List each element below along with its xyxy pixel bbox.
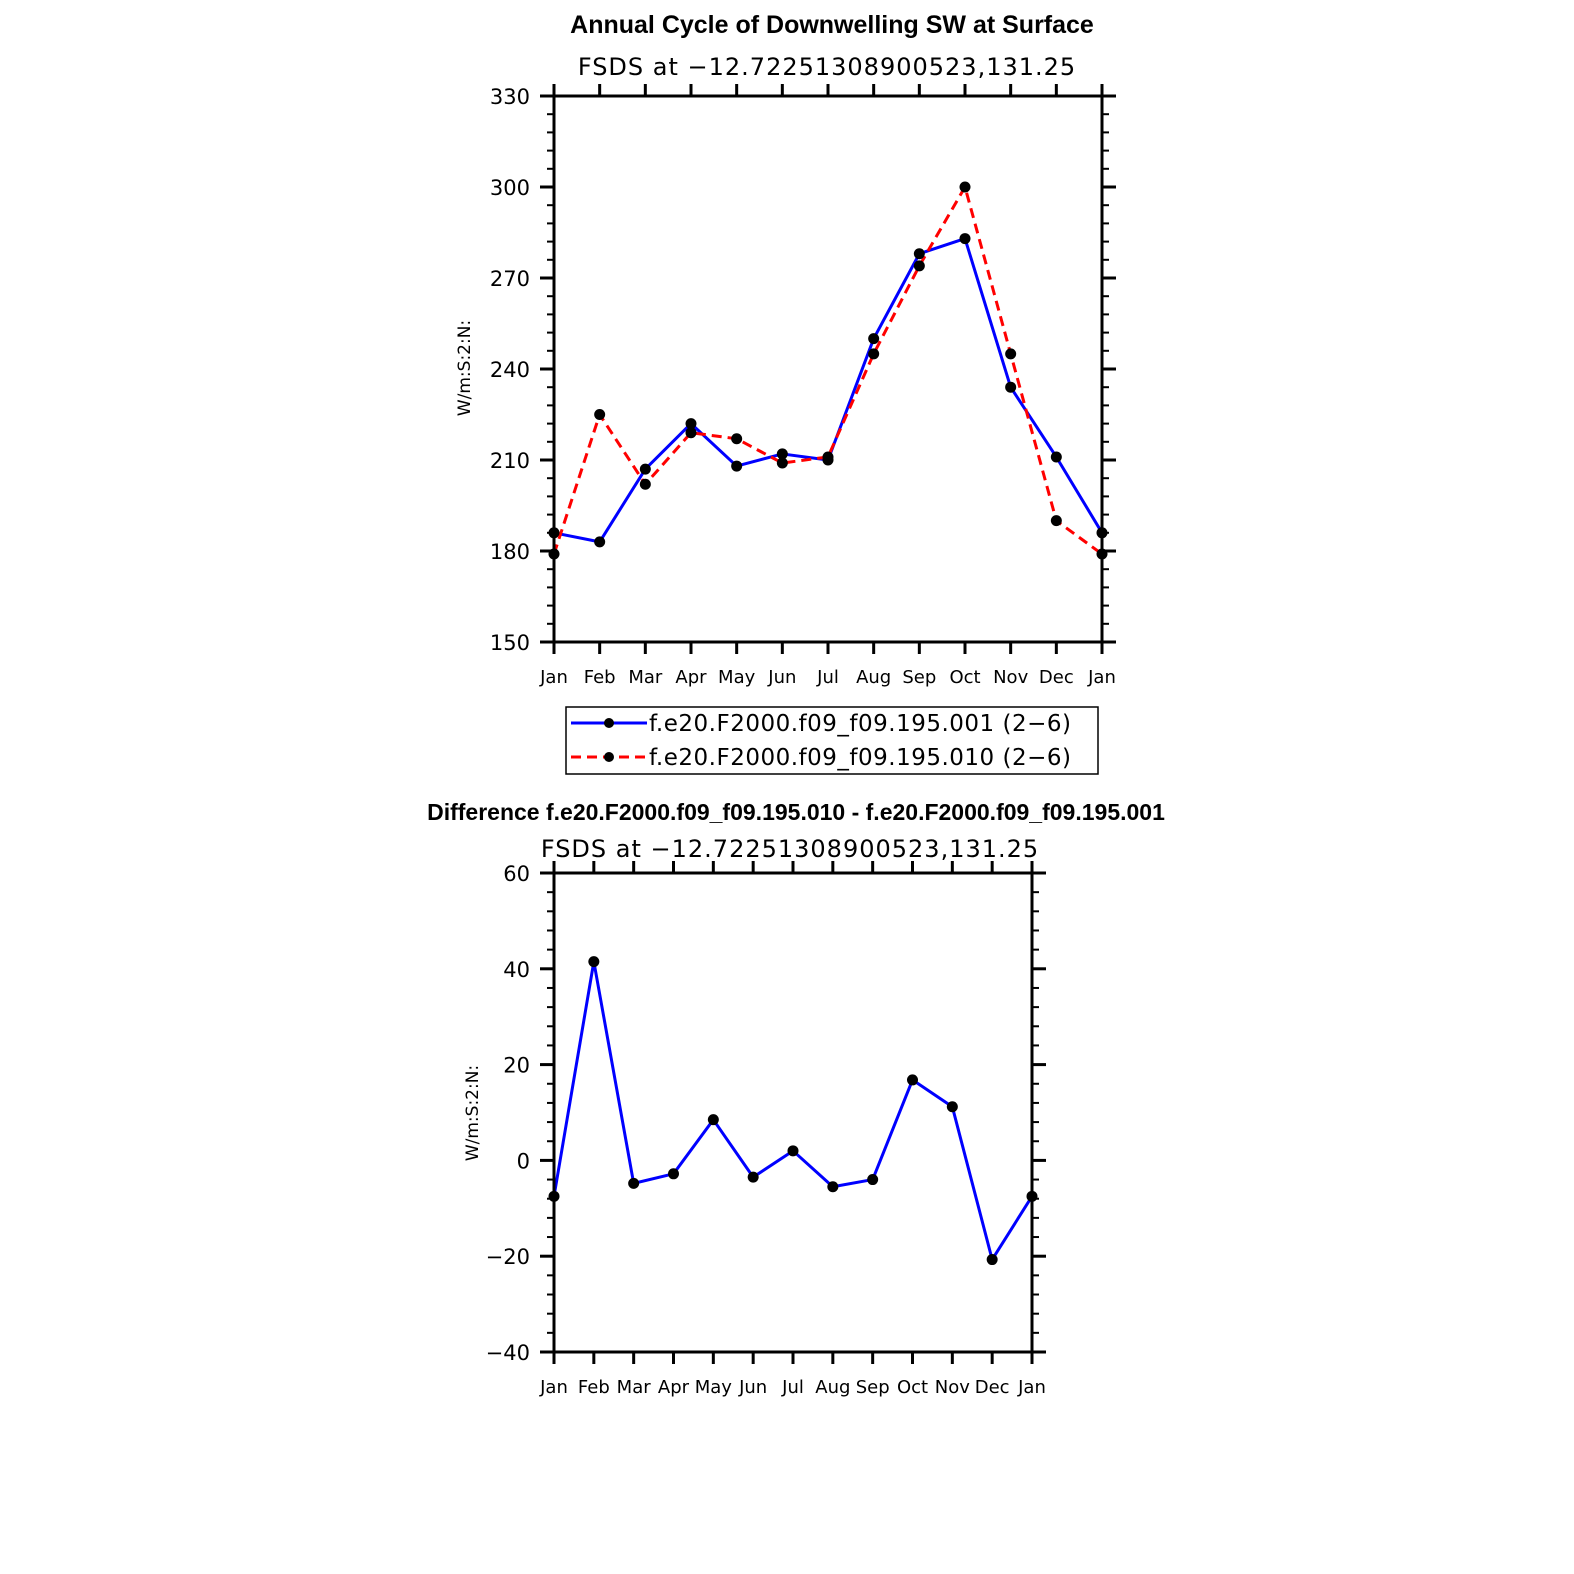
data-point-series1: [707, 1114, 719, 1126]
data-point-series1: [685, 418, 697, 430]
data-point-series1: [827, 1181, 839, 1193]
chart-title: Annual Cycle of Downwelling SW at Surfac…: [570, 11, 1094, 39]
data-point-series2: [731, 433, 743, 445]
data-point-series1: [907, 1074, 918, 1086]
series-line-1: [553, 237, 1104, 544]
legend-box: [565, 706, 1099, 775]
legend-entry-series1: f.e20.F2000.f09_f09.195.001 (2−6): [571, 711, 1071, 737]
y-tick-label: 240: [490, 358, 530, 382]
annual-cycle-chart: Annual Cycle of Downwelling SW at Surfac…: [455, 11, 1116, 688]
data-point-series1: [868, 333, 880, 345]
x-tick-label: Aug: [815, 1377, 850, 1398]
chart-subtitle: FSDS at −12.72251308900523,131.25: [541, 835, 1039, 863]
chart-title: Difference f.e20.F2000.f09_f09.195.010 -…: [427, 799, 1165, 825]
x-tick-label: Jul: [781, 1377, 804, 1398]
data-point-series2: [868, 348, 880, 360]
x-tick-label: Apr: [675, 667, 707, 688]
x-tick-label: Nov: [993, 667, 1028, 688]
chart-subtitle: FSDS at −12.72251308900523,131.25: [578, 53, 1076, 81]
data-point-series1: [668, 1168, 679, 1180]
data-point-series2: [1005, 348, 1017, 360]
legend-marker-series2: [604, 752, 614, 762]
legend-label-series1: f.e20.F2000.f09_f09.195.001 (2−6): [649, 711, 1071, 737]
legend-label-series2: f.e20.F2000.f09_f09.195.010 (2−6): [649, 745, 1071, 771]
data-point-series2: [959, 181, 971, 193]
data-point-series2: [639, 478, 651, 490]
data-point-series1: [946, 1101, 958, 1113]
y-tick-label: 300: [490, 176, 530, 200]
x-tick-label: Aug: [856, 667, 891, 688]
difference-chart: Difference f.e20.F2000.f09_f09.195.010 -…: [427, 799, 1165, 1398]
plot-frame: [552, 94, 1104, 644]
legend-entry-series2: f.e20.F2000.f09_f09.195.010 (2−6): [571, 745, 1071, 771]
legend: f.e20.F2000.f09_f09.195.001 (2−6) f.e20.…: [565, 706, 1099, 775]
y-tick-label: 150: [490, 631, 530, 655]
plot-frame: [552, 871, 1034, 1354]
y-tick-label: 60: [503, 862, 530, 886]
data-point-series1: [594, 536, 606, 548]
data-point-series2: [776, 457, 788, 469]
y-tick-label: 0: [517, 1149, 530, 1173]
data-point-series1: [913, 248, 925, 260]
x-tick-label: Sep: [856, 1377, 890, 1398]
data-point-series1: [867, 1174, 879, 1186]
x-tick-label: Jan: [1017, 1377, 1046, 1398]
data-point-series1: [776, 448, 788, 460]
y-tick-label: −40: [486, 1341, 530, 1365]
x-tick-label: Feb: [584, 667, 616, 688]
y-tick-label: 210: [490, 449, 530, 473]
x-tick-label: Feb: [578, 1377, 610, 1398]
data-point-series2: [822, 451, 834, 463]
x-tick-label: Jan: [539, 1377, 568, 1398]
x-tick-label: Dec: [1039, 667, 1074, 688]
data-point-series2: [685, 427, 697, 439]
series-line-1: [552, 960, 1034, 1262]
x-tick-label: Apr: [658, 1377, 690, 1398]
x-tick-label: Nov: [935, 1377, 970, 1398]
x-tick-label: Jul: [816, 667, 839, 688]
x-tick-label: Jan: [539, 667, 568, 688]
data-point-series1: [639, 463, 651, 475]
data-point-series1: [1005, 381, 1017, 393]
data-point-series2: [1050, 515, 1062, 527]
y-tick-label: −20: [486, 1245, 530, 1269]
x-tick-label: Sep: [902, 667, 936, 688]
x-tick-label: Mar: [617, 1377, 652, 1398]
x-tick-label: Jan: [1087, 667, 1116, 688]
x-tick-label: Jun: [767, 667, 796, 688]
x-tick-label: Dec: [975, 1377, 1010, 1398]
data-point-series1: [1050, 451, 1062, 463]
x-tick-label: Jun: [738, 1377, 767, 1398]
x-tick-label: May: [718, 667, 756, 688]
data-point-series1: [628, 1177, 640, 1189]
data-point-series1: [731, 460, 743, 472]
x-tick-label: Mar: [628, 667, 663, 688]
data-point-series1: [787, 1145, 799, 1157]
data-point-series1: [986, 1254, 998, 1266]
data-point-series1: [588, 956, 600, 968]
y-tick-label: 40: [503, 958, 530, 982]
y-tick-label: 330: [490, 85, 530, 109]
series-line-2: [552, 185, 1103, 556]
y-axis-label: W/m:S:2:N:: [455, 320, 475, 416]
data-point-series2: [913, 260, 925, 272]
data-point-series1: [959, 233, 971, 245]
legend-marker-series1: [604, 718, 614, 728]
x-tick-label: Oct: [949, 667, 980, 688]
y-tick-label: 180: [490, 540, 530, 564]
y-axis-label: W/m:S:2:N:: [463, 1065, 483, 1161]
x-tick-label: Oct: [897, 1377, 928, 1398]
data-point-series1: [747, 1171, 759, 1183]
data-point-series2: [594, 409, 606, 420]
y-tick-label: 20: [503, 1054, 530, 1078]
y-tick-label: 270: [490, 267, 530, 291]
x-tick-label: May: [695, 1377, 733, 1398]
